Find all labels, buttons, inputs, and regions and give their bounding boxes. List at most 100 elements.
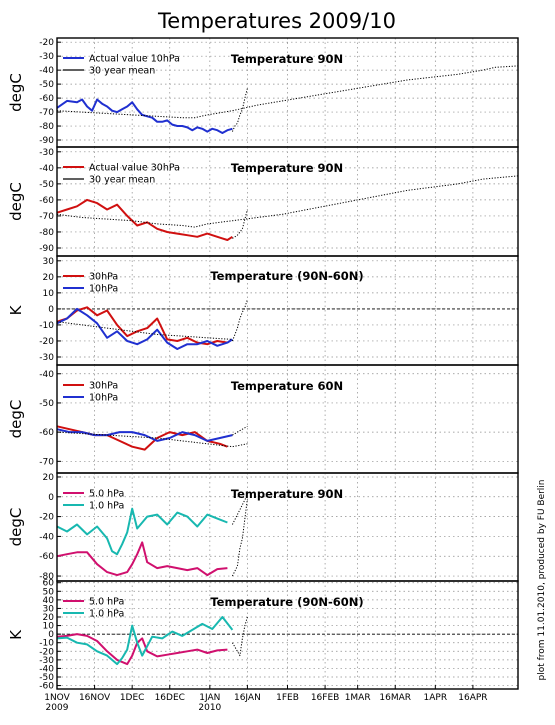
panel-title: Temperature 90N [231, 161, 343, 175]
y-tick-label-12: 50 [43, 587, 55, 597]
series-line-3 [231, 616, 248, 657]
y-tick-label-1: -90 [39, 244, 54, 254]
y-tick-label-2: -80 [39, 122, 54, 132]
legend-label-2: 1.0 hPa [89, 609, 124, 620]
x-tick-label-9: 1MAR [345, 693, 371, 703]
y-tick-label-5: -50 [39, 80, 54, 90]
x-tick-label-10: 16MAR [379, 693, 411, 703]
y-tick-label-6: 20 [43, 273, 55, 283]
series-line-3 [231, 299, 248, 342]
chart-panel-3: -30 -20 -10 0 10 20 30 K Temperature (90N-60N) 30… [7, 255, 519, 366]
y-tick-label-4: -30 [39, 656, 54, 666]
y-tick-label-3: -70 [39, 212, 54, 222]
x-tick-label-1: 1NOV [44, 693, 70, 703]
series-line-3 [56, 175, 519, 228]
y-tick-label-3: -70 [39, 108, 54, 118]
y-tick-label-6: -40 [39, 66, 54, 76]
x-year-label-1: 2009 [46, 703, 69, 713]
series-line-1 [56, 633, 228, 666]
y-tick-label-3: -40 [39, 664, 54, 674]
y-tick-label-2: -80 [39, 228, 54, 238]
legend-label-2: 1.0 hPa [89, 501, 124, 512]
legend-label-1: 5.0 hPa [89, 597, 124, 608]
y-tick-label-7: 30 [43, 257, 55, 267]
y-tick-label-1: -70 [39, 457, 54, 467]
x-tick-label-2: 16NOV [79, 693, 111, 703]
y-axis-label: degC [7, 73, 25, 112]
y-tick-label-5: -20 [39, 647, 54, 657]
y-tick-label-1: -60 [39, 682, 54, 692]
y-tick-label-6: -40 [39, 164, 54, 174]
chart-panel-1: -90 -80 -70 -60 -50 -40 -30 -20 degC Temperature … [7, 37, 519, 148]
y-tick-label-1: -90 [39, 136, 54, 146]
chart-panel-2: -90 -80 -70 -60 -50 -40 -30 degC Temperature 90N… [7, 146, 519, 257]
y-tick-label-7: -30 [39, 148, 54, 158]
y-tick-label-1: -80 [39, 572, 54, 582]
panel-stack: -90-80-70-60-50-40-30-20degCTemperature … [7, 37, 519, 692]
legend-label-1: 30hPa [89, 381, 118, 392]
y-tick-label-3: -10 [39, 321, 54, 331]
legend-label-2: 10hPa [89, 284, 118, 295]
y-tick-label-4: -20 [39, 513, 54, 523]
y-tick-label-2: -50 [39, 673, 54, 683]
y-axis-label: degC [7, 508, 25, 547]
chart-panel-5: -80 -60 -40 -20 0 20 degC Temperature 90N 5.0 hP… [7, 472, 519, 582]
y-axis-label: K [7, 304, 25, 315]
y-tick-label-11: 40 [43, 596, 55, 606]
x-tick-label-5: 1JAN [199, 693, 220, 703]
x-tick-label-3: 1DEC [120, 693, 145, 703]
y-tick-label-6: -10 [39, 639, 54, 649]
y-tick-label-2: -60 [39, 552, 54, 562]
y-tick-label-10: 30 [43, 604, 55, 614]
series-line-1 [56, 541, 228, 577]
legend-label-3: 30 year mean [89, 66, 155, 77]
y-tick-label-4: -40 [39, 370, 54, 380]
panel-title: Temperature (90N-60N) [210, 269, 363, 283]
y-tick-label-1: -30 [39, 353, 54, 363]
panel-title: Temperature 60N [231, 379, 343, 393]
y-tick-label-2: -60 [39, 428, 54, 438]
series-line-2 [56, 507, 228, 556]
figure-title: Temperatures 2009/10 [157, 9, 396, 33]
y-tick-label-5: 10 [43, 289, 55, 299]
x-tick-label-6: 16JAN [234, 693, 261, 703]
y-tick-label-4: -60 [39, 196, 54, 206]
panel-title: Temperature 90N [231, 52, 343, 66]
panel-title: Temperature (90N-60N) [210, 595, 363, 609]
x-axis: 1NOV 16NOV 1DEC 16DEC 1JAN 16JAN 1FEB 16FEB 1MAR… [44, 685, 488, 713]
side-note: plot from 11.01.2010, produced by FU Ber… [537, 479, 547, 680]
series-line-2 [56, 428, 233, 442]
y-tick-label-3: -50 [39, 399, 54, 409]
series-line-3 [232, 425, 248, 436]
y-tick-label-4: -60 [39, 94, 54, 104]
y-axis-label: K [7, 629, 25, 640]
y-tick-label-3: -40 [39, 532, 54, 542]
y-tick-label-5: -50 [39, 180, 54, 190]
panel-title: Temperature 90N [231, 487, 343, 501]
x-tick-label-4: 16DEC [155, 693, 185, 703]
y-tick-label-13: 60 [43, 579, 55, 589]
series-line-1 [56, 98, 233, 134]
series-line-2 [56, 307, 233, 350]
y-tick-label-9: 20 [43, 613, 55, 623]
series-line-3 [231, 498, 248, 577]
y-tick-label-7: -30 [39, 52, 54, 62]
series-line-2 [56, 616, 234, 666]
chart-panel-4: -70 -60 -50 -40 degC Temperature 60N 30hPa10hP… [7, 364, 519, 474]
legend-label-1: Actual value 30hPa [89, 163, 180, 174]
series-line-2 [232, 209, 248, 239]
legend-label-2: 10hPa [89, 393, 118, 404]
y-tick-label-2: -20 [39, 337, 54, 347]
y-tick-label-7: 0 [48, 630, 54, 640]
legend-label-1: 5.0 hPa [89, 489, 124, 500]
x-tick-label-12: 16APR [458, 693, 487, 703]
legend-label-1: 30hPa [89, 272, 118, 283]
y-tick-label-6: 20 [43, 473, 55, 483]
x-year-label-2: 2010 [198, 703, 221, 713]
y-tick-label-8: 10 [43, 622, 55, 632]
x-tick-label-11: 1APR [424, 693, 448, 703]
x-tick-label-7: 1FEB [276, 693, 299, 703]
y-tick-label-8: -20 [39, 38, 54, 48]
